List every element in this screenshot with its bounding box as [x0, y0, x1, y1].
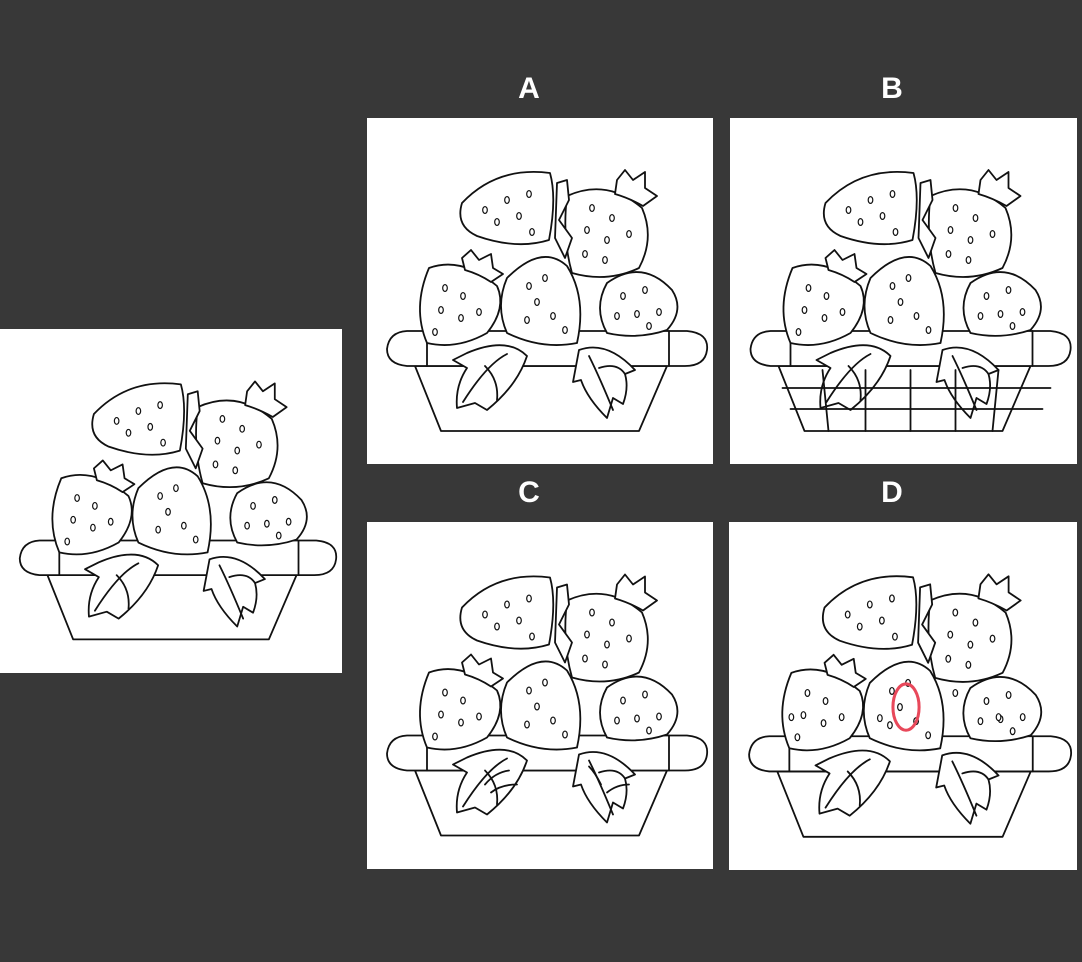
option-b-label: B: [881, 72, 903, 105]
option-c-image[interactable]: [367, 522, 713, 869]
option-d-label: D: [881, 476, 903, 509]
basket-grid-lines: [781, 369, 1052, 432]
strawberry-basket-drawing-b: [749, 169, 1072, 432]
option-a-image[interactable]: [367, 118, 713, 464]
strawberry-basket-drawing-c: [386, 573, 709, 837]
extra-seeds: [788, 688, 1002, 723]
strawberry-basket-drawing-reference: [18, 380, 338, 641]
strawberry-basket-drawing-d: [748, 573, 1073, 838]
option-d-image[interactable]: [729, 522, 1077, 870]
highlight-circle: [891, 682, 921, 732]
option-c-label: C: [518, 476, 540, 509]
reference-image: [0, 329, 342, 673]
extra-leaf-veins: [484, 765, 630, 794]
option-a-label: A: [518, 72, 540, 105]
strawberry-basket-drawing-a: [386, 169, 709, 432]
option-b-image[interactable]: [730, 118, 1077, 464]
